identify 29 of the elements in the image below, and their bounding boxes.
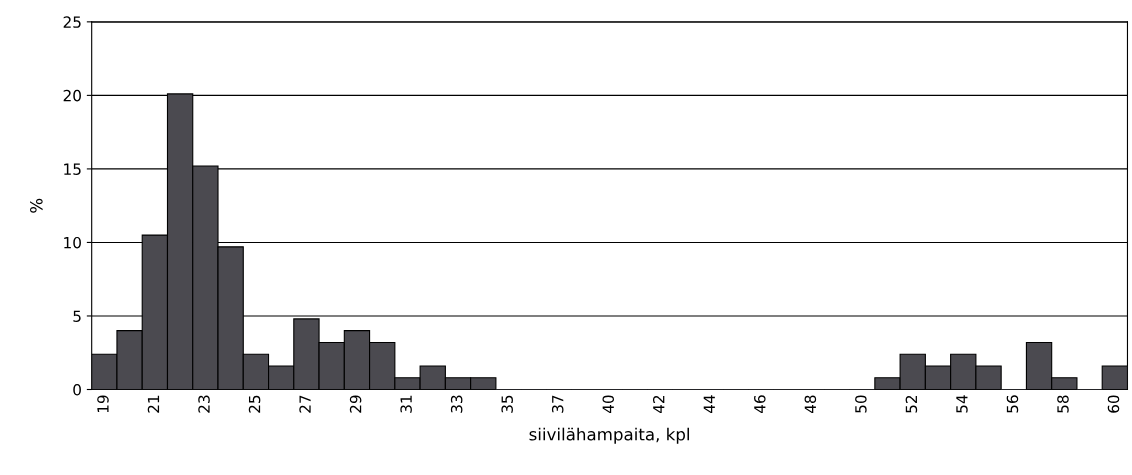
y-tick-label: 20 (63, 89, 81, 102)
x-tick-label: 35 (501, 395, 513, 413)
x-tick-label: 50 (855, 395, 867, 413)
x-tick-label: 42 (652, 395, 665, 414)
x-tick-label: 52 (905, 395, 918, 413)
y-tick-label: 25 (63, 16, 81, 28)
x-tick-label: 44 (703, 395, 715, 414)
x-tick-label: 46 (754, 395, 766, 414)
x-tick-label: 48 (804, 395, 817, 414)
x-tick-label: 33 (450, 395, 463, 413)
y-axis-title: % (30, 198, 43, 213)
y-tick-label: 0 (73, 383, 81, 396)
y-tick-label: 5 (73, 310, 81, 322)
x-tick-label: 60 (1107, 395, 1120, 413)
y-tick-label: 10 (64, 236, 81, 249)
x-axis-title: siivilähampaita, kpl (529, 427, 689, 444)
x-tick-label: 19 (97, 395, 109, 413)
x-tick-label: 25 (248, 395, 261, 413)
x-tick-label: 27 (299, 395, 311, 413)
x-tick-label: 40 (602, 395, 615, 414)
x-tick-label: 56 (1006, 395, 1019, 413)
x-tick-label: 54 (956, 395, 968, 413)
x-tick-label: 29 (349, 395, 362, 413)
x-tick-label: 23 (198, 395, 210, 413)
x-tick-label: 37 (551, 395, 564, 413)
x-tick-label: 58 (1057, 395, 1069, 413)
x-tick-label: 21 (147, 395, 160, 413)
x-tick-label: 31 (400, 395, 412, 413)
y-tick-label: 15 (64, 163, 81, 175)
